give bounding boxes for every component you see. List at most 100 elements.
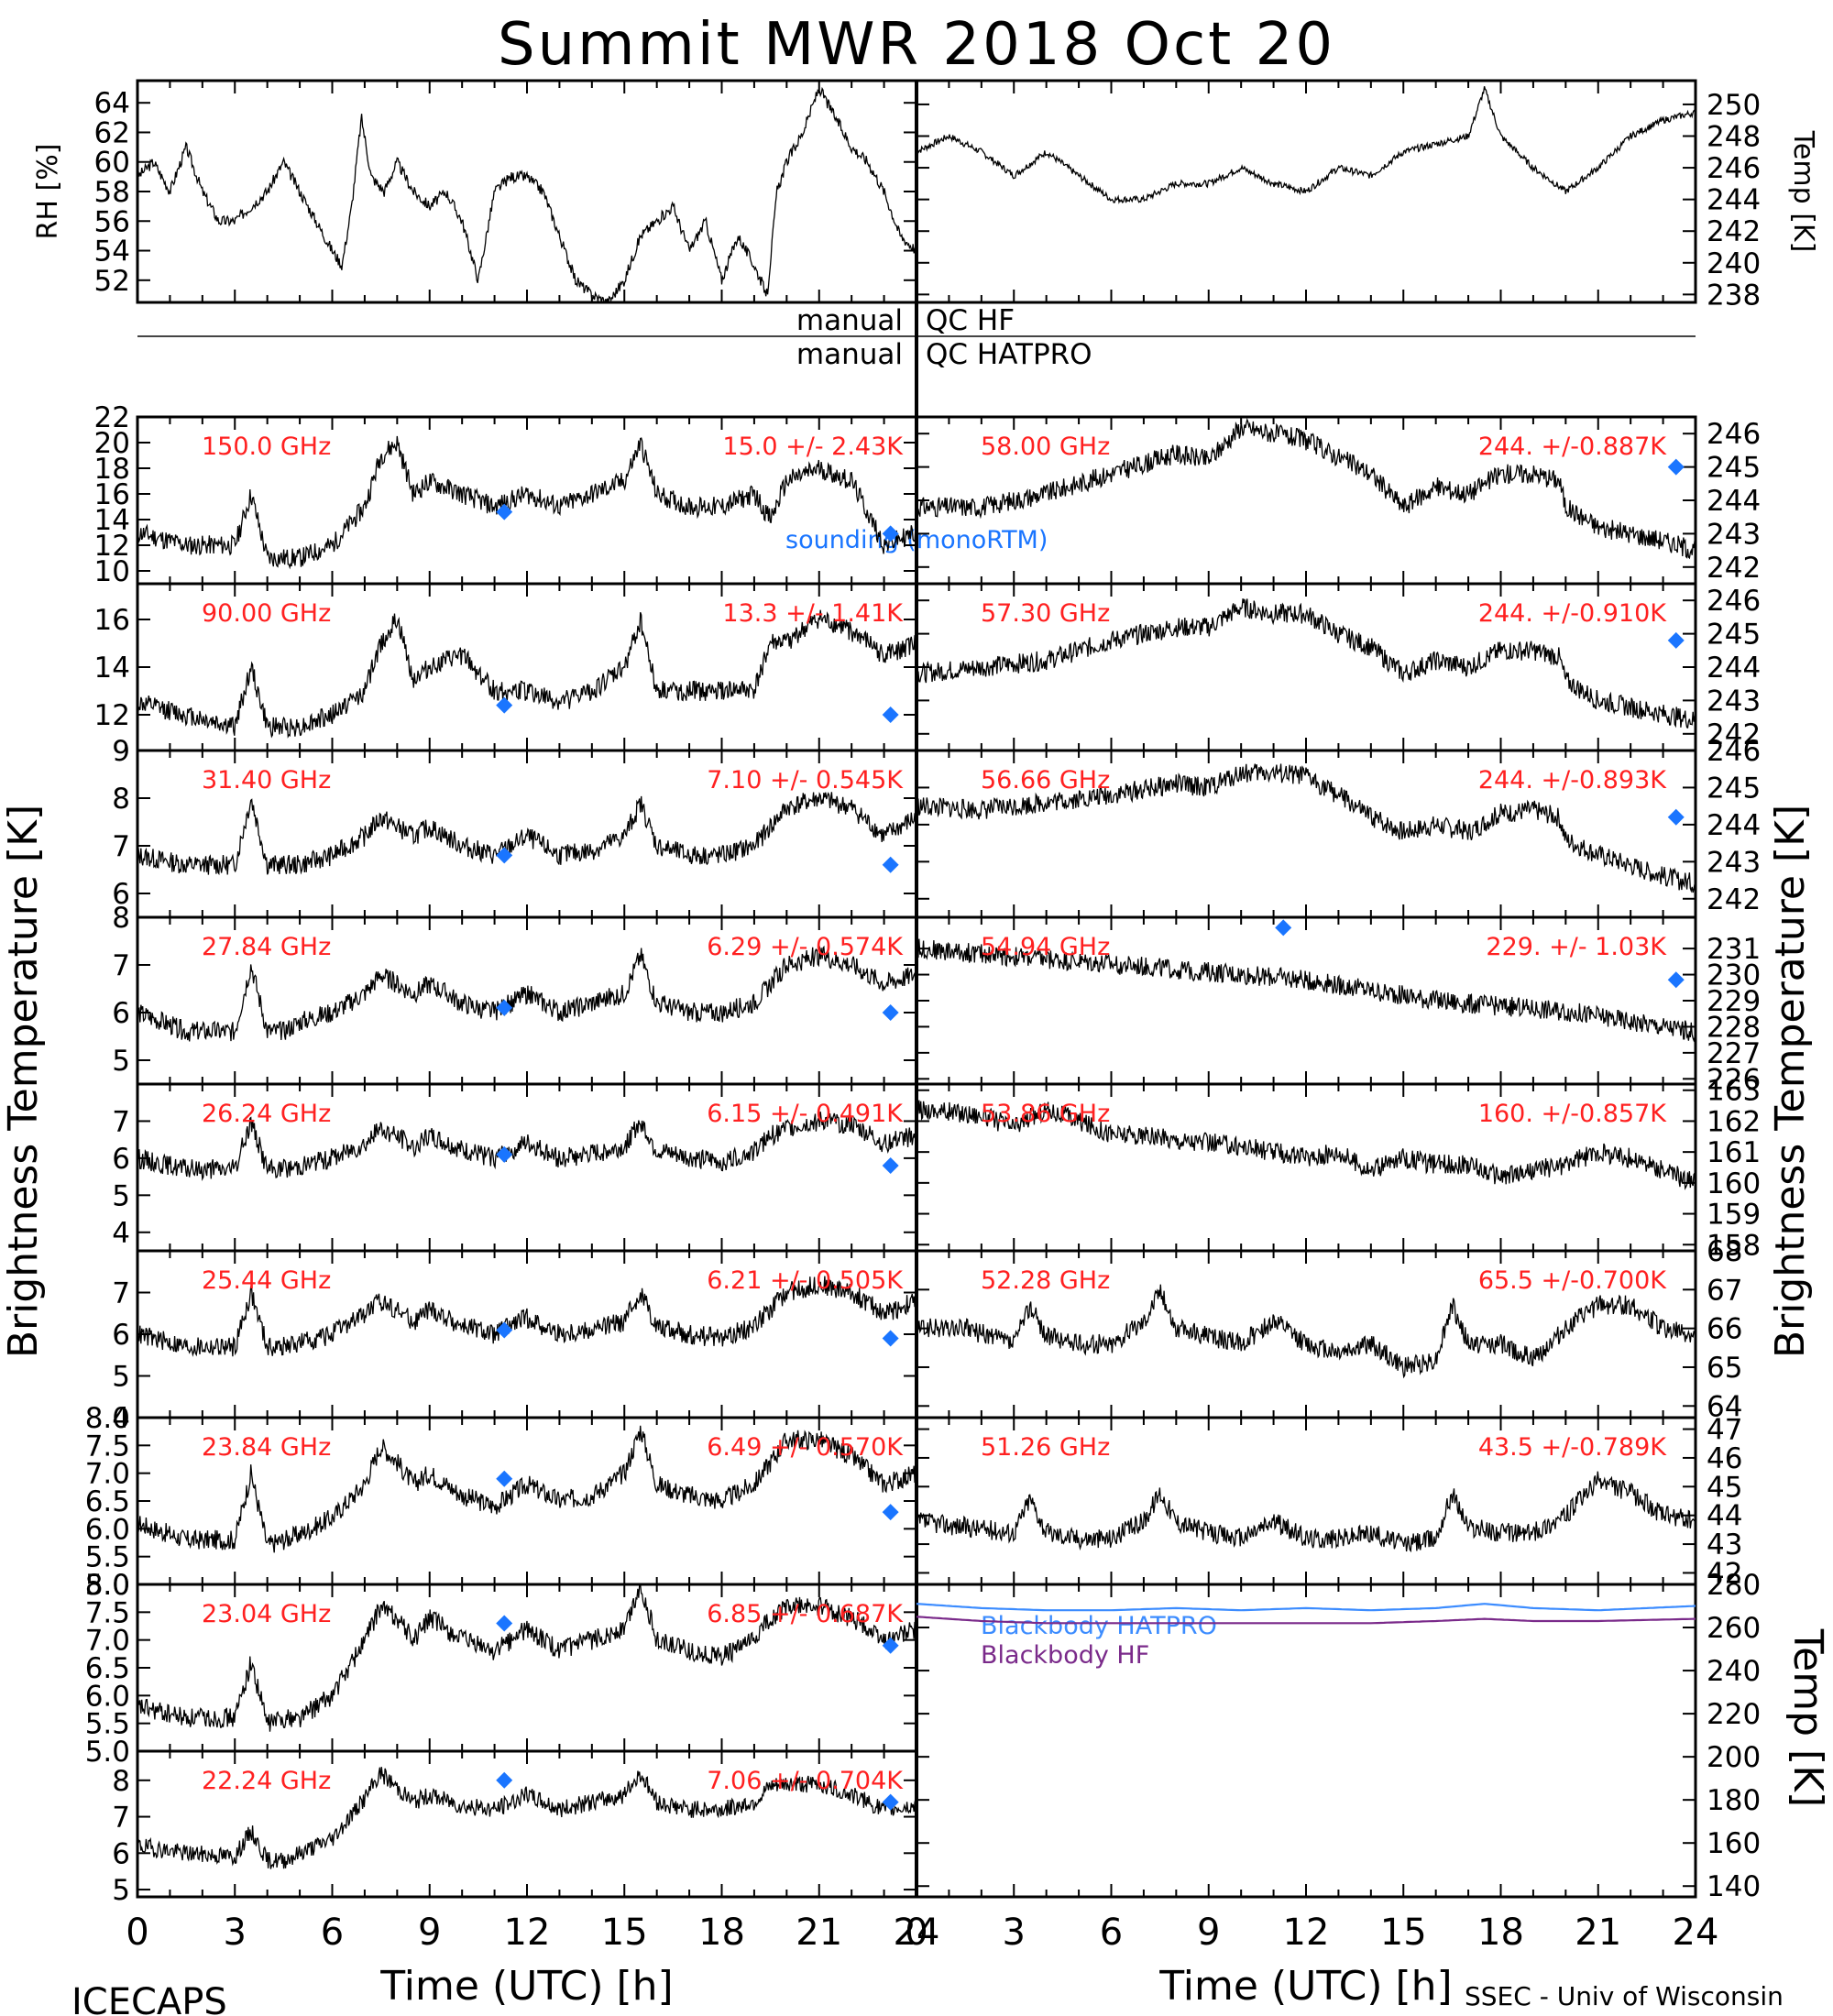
x-tick-label: 0	[905, 1912, 927, 1954]
y-tick-label: 43	[1707, 1528, 1742, 1561]
series-line-ch-90	[137, 609, 917, 739]
y-tick-label: 162	[1707, 1105, 1761, 1138]
y-tick-label: 246	[1707, 152, 1761, 185]
y-tick-label: 64	[1707, 1390, 1742, 1423]
x-tick-label: 12	[1283, 1912, 1330, 1954]
y-tick-label: 242	[1707, 718, 1761, 751]
y-tick-label: 6	[112, 1319, 130, 1352]
y-tick-label: 8.0	[85, 1569, 130, 1602]
series-line-ch-22.24	[137, 1767, 917, 1869]
channel-label: 57.30 GHz	[981, 599, 1110, 628]
channel-label: 58.00 GHz	[981, 433, 1110, 461]
series-line-ch-58.00	[916, 417, 1696, 560]
y-tick-label: 64	[94, 87, 130, 120]
x-tick-label: 21	[1575, 1912, 1621, 1954]
stats-label: 6.21 +/- 0.505K	[707, 1266, 904, 1295]
y-tick-label: 5.5	[85, 1708, 130, 1741]
footer-right-label: SSEC - Univ of Wisconsin	[1465, 1981, 1784, 2011]
series-line-ch-25.44	[137, 1276, 917, 1357]
sounding-point	[496, 1615, 513, 1632]
y-tick-label: 158	[1707, 1229, 1761, 1262]
y-tick-label: 250	[1707, 89, 1761, 122]
y-tick-label: 220	[1707, 1698, 1761, 1731]
y-tick-label: 20	[94, 427, 130, 460]
stats-label: 7.10 +/- 0.545K	[707, 766, 904, 794]
y-tick-label: 8	[112, 783, 130, 816]
y-tick-label: 231	[1707, 933, 1761, 966]
y-tick-label: 7.5	[85, 1430, 130, 1463]
y-tick-label: 160	[1707, 1827, 1761, 1860]
y-tick-label: 6.0	[85, 1680, 130, 1713]
stats-label: 244. +/-0.887K	[1478, 433, 1667, 461]
stats-label: 6.29 +/- 0.574K	[707, 933, 904, 961]
y-tick-label: 180	[1707, 1784, 1761, 1817]
y-tick-label: 44	[1707, 1500, 1742, 1533]
y-tick-label: 12	[94, 530, 130, 563]
series-line-rh	[137, 86, 917, 303]
left-axis-title: Brightness Temperature [K]	[0, 805, 47, 1358]
y-tick-label: 248	[1707, 121, 1761, 154]
footer-left-label: ICECAPS	[71, 1981, 227, 2016]
x-tick-label: 6	[321, 1912, 344, 1954]
sounding-point	[1667, 458, 1685, 476]
y-tick-label: 244	[1707, 485, 1761, 518]
stats-label: 160. +/-0.857K	[1478, 1100, 1667, 1128]
y-tick-label: 7	[112, 1105, 130, 1138]
y-tick-label: 7	[112, 1802, 130, 1835]
stats-label: 65.5 +/-0.700K	[1478, 1266, 1667, 1295]
y-tick-label: 7.5	[85, 1596, 130, 1629]
y-tick-label: 66	[1707, 1313, 1742, 1346]
stats-label: 15.0 +/- 2.43K	[722, 433, 904, 461]
y-tick-label: 42	[1707, 1557, 1742, 1590]
stats-label: 6.85 +/- 0.687K	[707, 1600, 904, 1628]
y-tick-label: 4	[112, 1217, 130, 1250]
channel-label: 52.28 GHz	[981, 1266, 1110, 1295]
sounding-point	[496, 1321, 513, 1339]
series-line-ch-54.94	[916, 938, 1696, 1043]
y-tick-label: 45	[1707, 1471, 1742, 1504]
series-line-ch-31.4	[137, 792, 917, 876]
y-tick-label: 62	[94, 116, 130, 149]
qc-hatpro-right: QC HATPRO	[926, 338, 1092, 371]
sounding-point	[882, 525, 899, 542]
temp-axis-label: Temp [K]	[1787, 130, 1819, 253]
y-tick-label: 244	[1707, 184, 1761, 217]
channel-label: 27.84 GHz	[202, 933, 331, 961]
y-tick-label: 240	[1707, 247, 1761, 280]
y-tick-label: 4	[112, 1402, 130, 1435]
channel-label: 150.0 GHz	[202, 433, 331, 461]
rh-panel-frame	[136, 79, 918, 304]
y-tick-label: 5	[112, 1361, 130, 1394]
series-line-ch-51.26	[916, 1471, 1696, 1553]
y-tick-label: 5.0	[85, 1569, 130, 1602]
y-tick-label: 242	[1707, 883, 1761, 916]
x-tick-label: 21	[796, 1912, 842, 1954]
y-tick-label: 6.0	[85, 1513, 130, 1546]
y-tick-label: 7	[112, 949, 130, 982]
channel-label: 90.00 GHz	[202, 599, 331, 628]
y-tick-label: 7	[112, 830, 130, 863]
x-tick-label: 15	[1380, 1912, 1427, 1954]
sounding-point	[496, 999, 513, 1016]
y-tick-label: 230	[1707, 959, 1761, 992]
y-tick-label: 46	[1707, 1442, 1742, 1475]
series-line-ch-26.24	[137, 1112, 917, 1182]
channel-label: 26.24 GHz	[202, 1100, 331, 1128]
series-line-ch-23.84	[137, 1425, 917, 1553]
y-tick-label: 245	[1707, 619, 1761, 652]
sounding-point	[882, 1004, 899, 1021]
x-tick-label: 3	[1003, 1912, 1026, 1954]
series-line-ch-52.28	[916, 1284, 1696, 1379]
y-tick-label: 14	[94, 652, 130, 685]
y-tick-label: 280	[1707, 1569, 1761, 1602]
y-tick-label: 7.0	[85, 1625, 130, 1658]
y-tick-label: 16	[94, 478, 130, 511]
y-tick-label: 6	[112, 878, 130, 911]
series-line-ch-150	[137, 435, 917, 570]
y-tick-label: 238	[1707, 279, 1761, 312]
channel-label: 23.04 GHz	[202, 1600, 331, 1628]
y-tick-label: 58	[94, 176, 130, 209]
y-tick-label: 229	[1707, 985, 1761, 1018]
y-tick-label: 10	[94, 555, 130, 588]
